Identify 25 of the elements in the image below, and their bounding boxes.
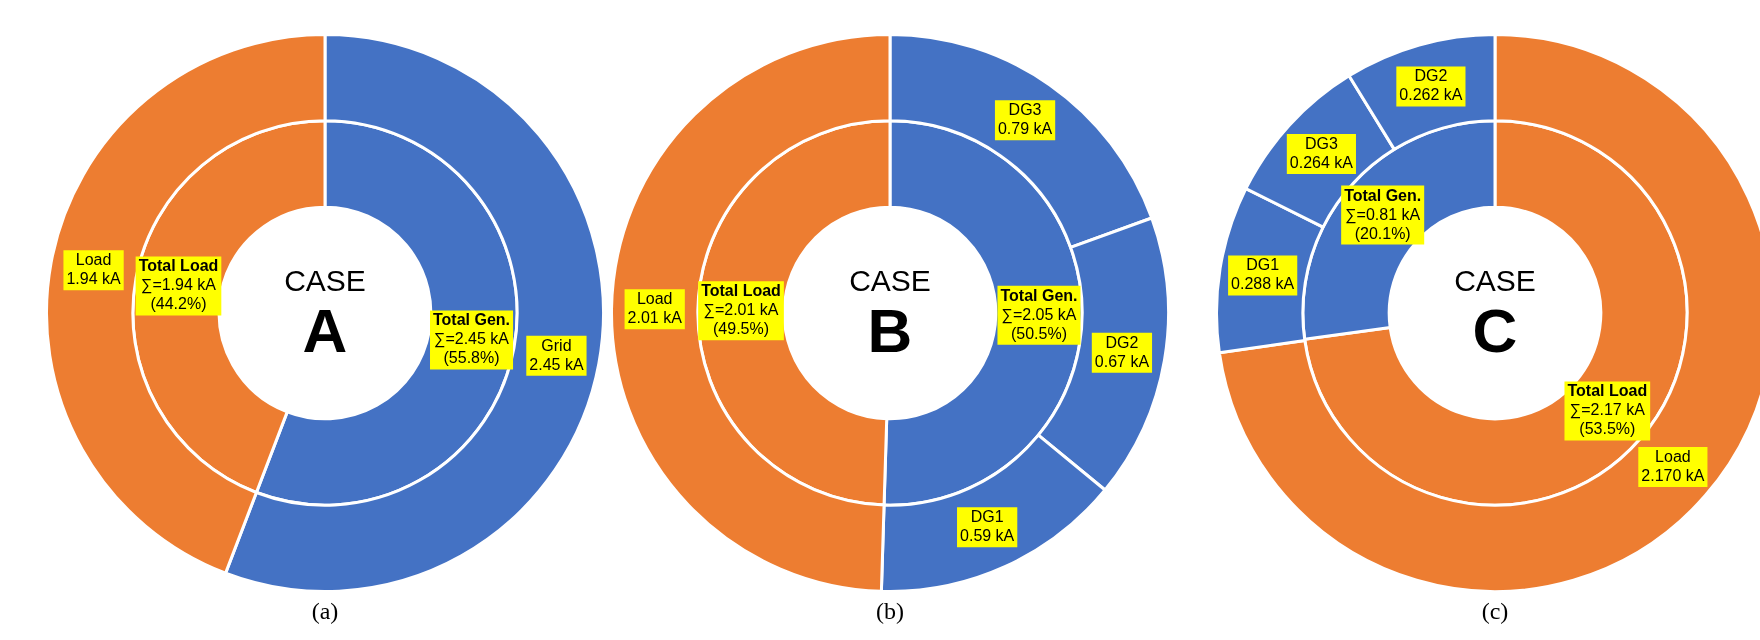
data-label: Load 1.94 kA [66, 251, 122, 288]
text: B [867, 296, 913, 366]
text: CASE [849, 264, 931, 298]
data-label: Total Load ∑=2.01 kA (49.5%) [701, 282, 781, 338]
text: A [302, 296, 348, 366]
data-label: Total Gen. ∑=0.81 kA (20.1%) [1344, 186, 1422, 242]
text: (b) [875, 598, 905, 625]
text: CASE [1454, 264, 1536, 298]
data-label: Total Load ∑=2.17 kA (53.5%) [1567, 382, 1648, 438]
text: (a) [310, 598, 340, 625]
data-label: DG3 0.264 kA [1289, 135, 1354, 172]
data-label: Total Gen. ∑=2.45 kA (55.8%) [433, 311, 511, 367]
data-label: Load 2.170 kA [1641, 447, 1705, 484]
data-label: DG3 0.79 kA [997, 101, 1053, 138]
data-label: DG2 0.67 kA [1094, 333, 1150, 370]
text: (c) [1480, 598, 1510, 625]
data-label: DG2 0.262 kA [1399, 67, 1463, 104]
data-label: Grid 2.45 kA [529, 336, 584, 373]
data-label: DG1 0.288 kA [1231, 256, 1295, 293]
text: C [1472, 296, 1518, 366]
data-label: Total Gen. ∑=2.05 kA (50.5%) [1000, 286, 1078, 342]
data-label: DG1 0.59 kA [960, 508, 1015, 545]
text: CASE [284, 264, 366, 298]
data-label: Total Load ∑=1.94 kA (44.2%) [138, 257, 219, 313]
data-label: Load 2.01 kA [627, 290, 683, 327]
